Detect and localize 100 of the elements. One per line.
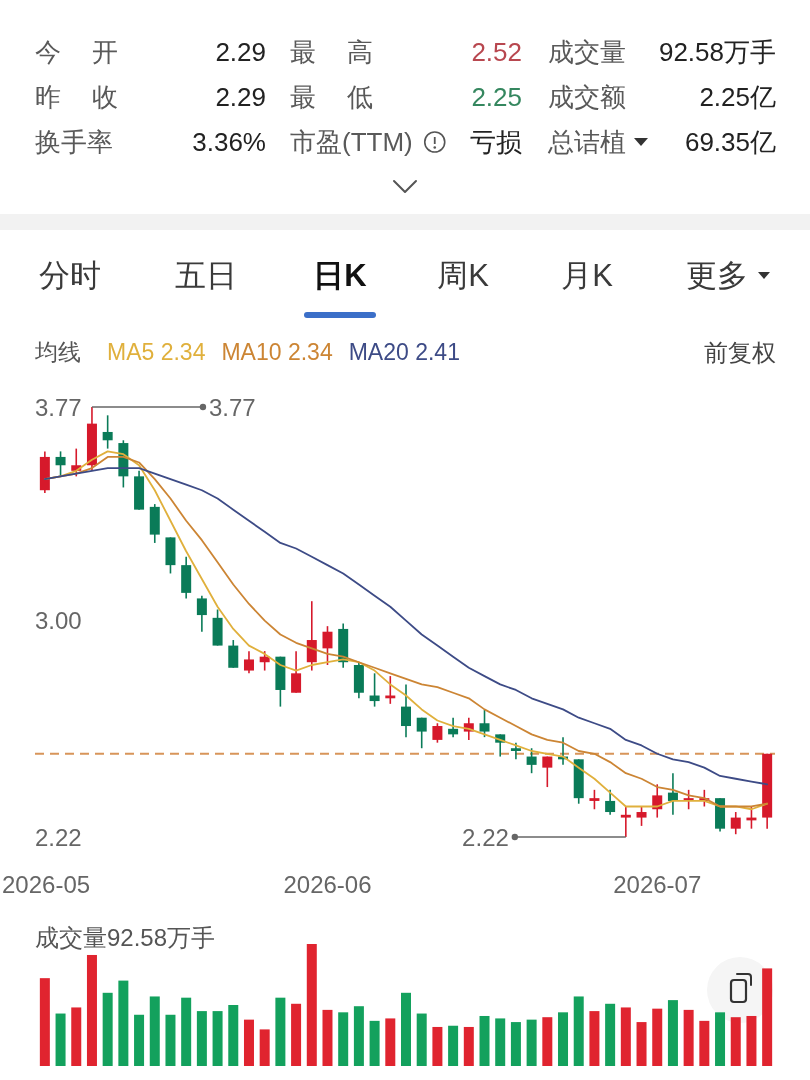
candlestick [291,650,302,694]
text: 前复权 [704,338,776,366]
bar [55,1013,66,1066]
bar [401,992,411,1066]
bar [589,1011,600,1066]
text: MA5 2.34 [107,339,206,365]
bar [385,1018,396,1066]
candlestick [479,708,490,738]
bar [322,1009,333,1066]
bar [526,1019,537,1066]
bar [762,968,773,1066]
text: 总诘植 [547,127,626,157]
bar [573,996,584,1066]
bar [181,997,192,1066]
annotation: 2.22 [462,823,509,851]
text: 分时 [39,257,101,293]
bar [542,1017,553,1066]
x-tick-label: 2026-07 [613,870,702,898]
bar [463,1026,474,1066]
candlestick [636,805,647,827]
text: MA20 2.41 [348,339,460,365]
bar [605,1003,616,1066]
bar [715,1012,726,1066]
text: MA10 2.34 [221,339,333,365]
text: 3.36% [192,127,266,157]
bar [212,1011,223,1066]
bar [118,980,129,1066]
candlestick [416,716,427,750]
bar [86,954,97,1066]
text: 2.52 [471,37,522,67]
bar [102,992,113,1066]
text: 月K [561,257,614,293]
bar [369,1020,380,1066]
annotation: 3.77 [208,393,256,421]
bar [510,1022,521,1066]
bar [353,1006,364,1066]
candlestick [620,805,631,838]
bar [306,944,317,1066]
candlestick [542,755,553,788]
bar [699,1020,710,1066]
candlestick [196,594,207,633]
text: 69.35亿 [684,127,776,157]
bar [165,1014,176,1066]
bar [243,1019,254,1066]
candlestick [448,716,459,738]
candlestick [401,683,411,738]
text: 2.25亿 [699,82,776,112]
candlestick [589,789,600,811]
bar [149,996,160,1066]
chart-title: 成交量92.58万手 [35,923,216,951]
text: 更多 [686,257,748,293]
text: 亏损 [470,127,522,157]
bar [620,1007,631,1066]
x-tick-label: 2026-06 [283,870,372,898]
bar [448,1025,459,1066]
candlestick [228,639,239,669]
text: 成交量 [548,37,626,67]
bar [71,1007,82,1066]
text: 最低 [290,82,373,112]
candlestick [243,650,254,675]
bar [683,1009,694,1066]
bar [652,1008,663,1066]
bar [338,1012,349,1066]
text: 2.25 [471,82,522,112]
candlestick [369,672,380,708]
text: 92.58万手 [658,37,776,67]
text: 周K [437,257,490,293]
candlestick [306,600,317,672]
y-tick-label: 3.00 [35,607,82,635]
text: 今开 [35,37,118,67]
bar [39,978,50,1066]
x-tick-label: 2026-05 [2,870,91,898]
bar [432,1026,443,1066]
text: 市盈(TTM) [290,127,413,157]
text: 昨收 [35,82,118,112]
bar [196,1011,207,1066]
text: 2.29 [215,37,266,67]
candlestick [432,722,443,744]
bar [495,1018,506,1066]
legend-title: 均线 [34,339,81,365]
bar [558,1012,569,1066]
text: 最高 [290,37,373,67]
text: 换手率 [35,127,113,157]
text: 日K [313,257,368,293]
text: 2.29 [215,82,266,112]
bar [730,1017,741,1066]
candlestick [322,625,333,666]
bar [259,1029,270,1066]
bar [291,1003,302,1066]
y-tick-label: 2.22 [35,823,82,851]
candlestick [652,783,663,819]
bar [228,1005,239,1066]
candlestick [605,789,616,816]
candlestick [55,450,66,478]
bar [275,997,286,1066]
bar [746,1015,757,1066]
candlestick [102,414,113,450]
text: 五日 [175,257,237,293]
y-tick-label: 3.77 [35,393,82,421]
candlestick [730,811,741,836]
